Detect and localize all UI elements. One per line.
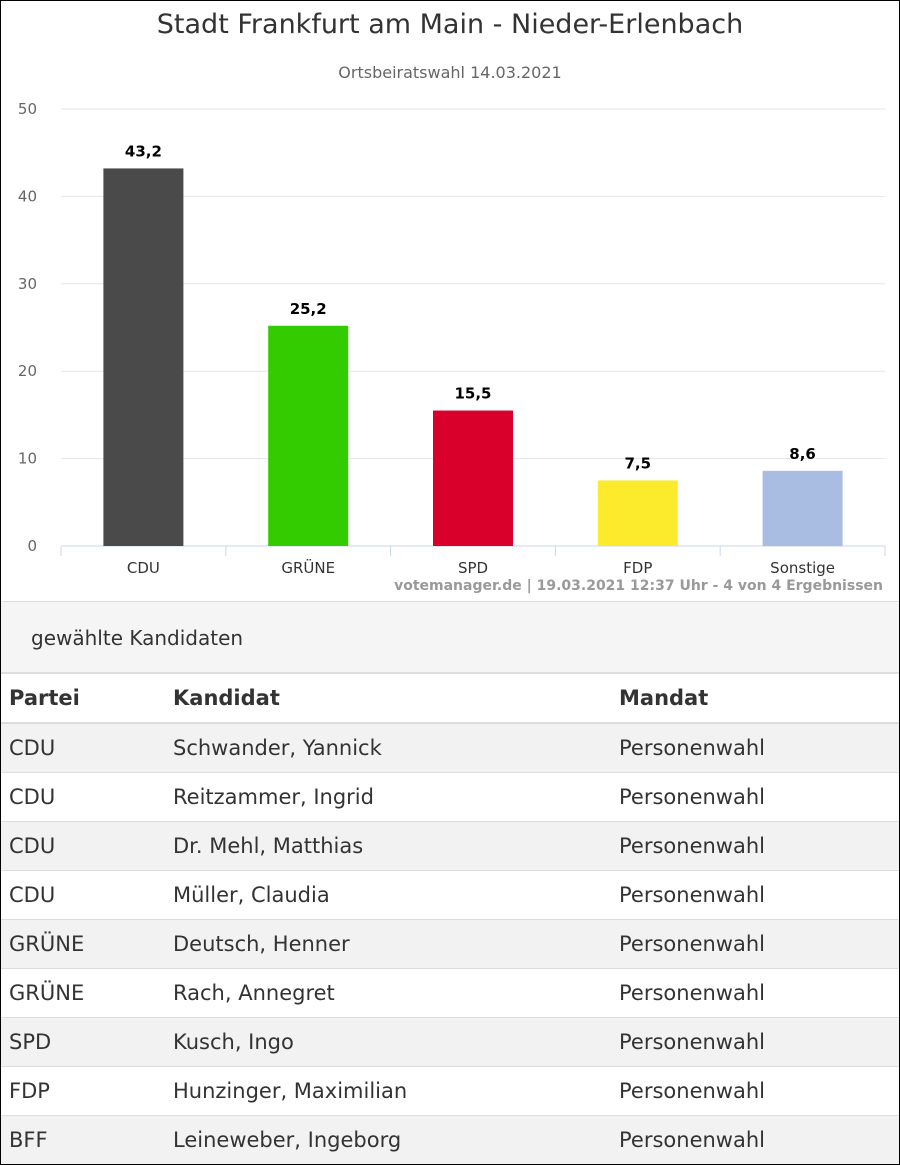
party-cell: CDU: [1, 723, 165, 773]
y-tick-label: 0: [27, 537, 37, 555]
elected-candidates-section: gewählte Kandidaten Partei Kandidat Mand…: [1, 601, 899, 1164]
party-cell: BFF: [1, 1115, 165, 1164]
mandate-cell: Personenwahl: [611, 821, 899, 871]
table-row: GRÜNE Rach, Annegret Personenwahl: [1, 968, 899, 1018]
bar-fdp: [597, 480, 678, 546]
candidate-cell: Schwander, Yannick: [165, 723, 611, 773]
candidate-cell: Dr. Mehl, Matthias: [165, 821, 611, 871]
mandate-cell: Personenwahl: [611, 723, 899, 773]
bar-spd: [433, 410, 513, 546]
data-label: 43,2: [125, 142, 162, 160]
x-tick-label: FDP: [623, 559, 652, 577]
mandate-cell: Personenwahl: [611, 968, 899, 1018]
y-tick-label: 30: [18, 275, 37, 293]
x-tick-label: CDU: [127, 559, 160, 577]
party-cell: SPD: [1, 1017, 165, 1067]
column-header-candidate: Kandidat: [165, 674, 611, 724]
x-tick-label: GRÜNE: [281, 558, 335, 577]
table-body: CDU Schwander, Yannick Personenwahl CDU Reit…: [1, 723, 899, 1164]
mandate-cell: Personenwahl: [611, 1066, 899, 1116]
candidate-cell: Hunzinger, Maximilian: [165, 1066, 611, 1116]
mandate-cell: Personenwahl: [611, 870, 899, 920]
bar-chart: 0 10 20 30 40 50 43,2 CDU 25,2 GRÜNE 15,5 SPD 7,5 FDP…: [18, 100, 886, 577]
chart-subtitle: Ortsbeiratswahl 14.03.2021: [338, 63, 562, 82]
table-row: SPD Kusch, Ingo Personenwahl: [1, 1017, 899, 1067]
mandate-cell: Personenwahl: [611, 919, 899, 969]
table-row: BFF Leineweber, Ingeborg Personenwahl: [1, 1115, 899, 1164]
candidate-cell: Reitzammer, Ingrid: [165, 772, 611, 822]
candidate-cell: Leineweber, Ingeborg: [165, 1115, 611, 1164]
party-cell: CDU: [1, 870, 165, 920]
data-label: 15,5: [454, 385, 491, 403]
table-row: CDU Müller, Claudia Personenwahl: [1, 870, 899, 920]
y-tick-label: 20: [18, 362, 37, 380]
data-label: 8,6: [789, 445, 816, 463]
chart-credit: votemanager.de | 19.03.2021 12:37 Uhr - …: [394, 578, 883, 594]
table-row: GRÜNE Deutsch, Henner Personenwahl: [1, 919, 899, 969]
y-tick-label: 40: [18, 187, 37, 205]
bar-grüne: [268, 325, 349, 546]
candidates-table: Partei Kandidat Mandat CDU Schwander, Yan…: [1, 674, 899, 1164]
x-tick-label: SPD: [458, 559, 488, 577]
data-label: 7,5: [625, 454, 652, 472]
candidate-cell: Deutsch, Henner: [165, 919, 611, 969]
mandate-cell: Personenwahl: [611, 772, 899, 822]
y-tick-label: 50: [18, 100, 37, 118]
bar-cdu: [103, 168, 184, 546]
table-row: CDU Schwander, Yannick Personenwahl: [1, 723, 899, 773]
table-row: CDU Dr. Mehl, Matthias Personenwahl: [1, 821, 899, 871]
column-header-party: Partei: [1, 674, 165, 724]
party-cell: CDU: [1, 772, 165, 822]
party-cell: GRÜNE: [1, 919, 165, 969]
column-header-mandate: Mandat: [611, 674, 899, 724]
mandate-cell: Personenwahl: [611, 1017, 899, 1067]
data-label: 25,2: [290, 300, 327, 318]
chart-title: Stadt Frankfurt am Main - Nieder-Erlenba…: [156, 9, 744, 40]
bar-sonstige: [762, 470, 843, 546]
candidate-cell: Kusch, Ingo: [165, 1017, 611, 1067]
party-cell: FDP: [1, 1066, 165, 1116]
candidate-cell: Rach, Annegret: [165, 968, 611, 1018]
candidate-cell: Müller, Claudia: [165, 870, 611, 920]
section-heading: gewählte Kandidaten: [1, 601, 899, 674]
x-tick-label: Sonstige: [770, 559, 835, 577]
party-cell: CDU: [1, 821, 165, 871]
table-row: CDU Reitzammer, Ingrid Personenwahl: [1, 772, 899, 822]
party-cell: GRÜNE: [1, 968, 165, 1018]
mandate-cell: Personenwahl: [611, 1115, 899, 1164]
table-header-row: Partei Kandidat Mandat: [1, 674, 899, 724]
y-tick-label: 10: [18, 450, 37, 468]
table-row: FDP Hunzinger, Maximilian Personenwahl: [1, 1066, 899, 1116]
